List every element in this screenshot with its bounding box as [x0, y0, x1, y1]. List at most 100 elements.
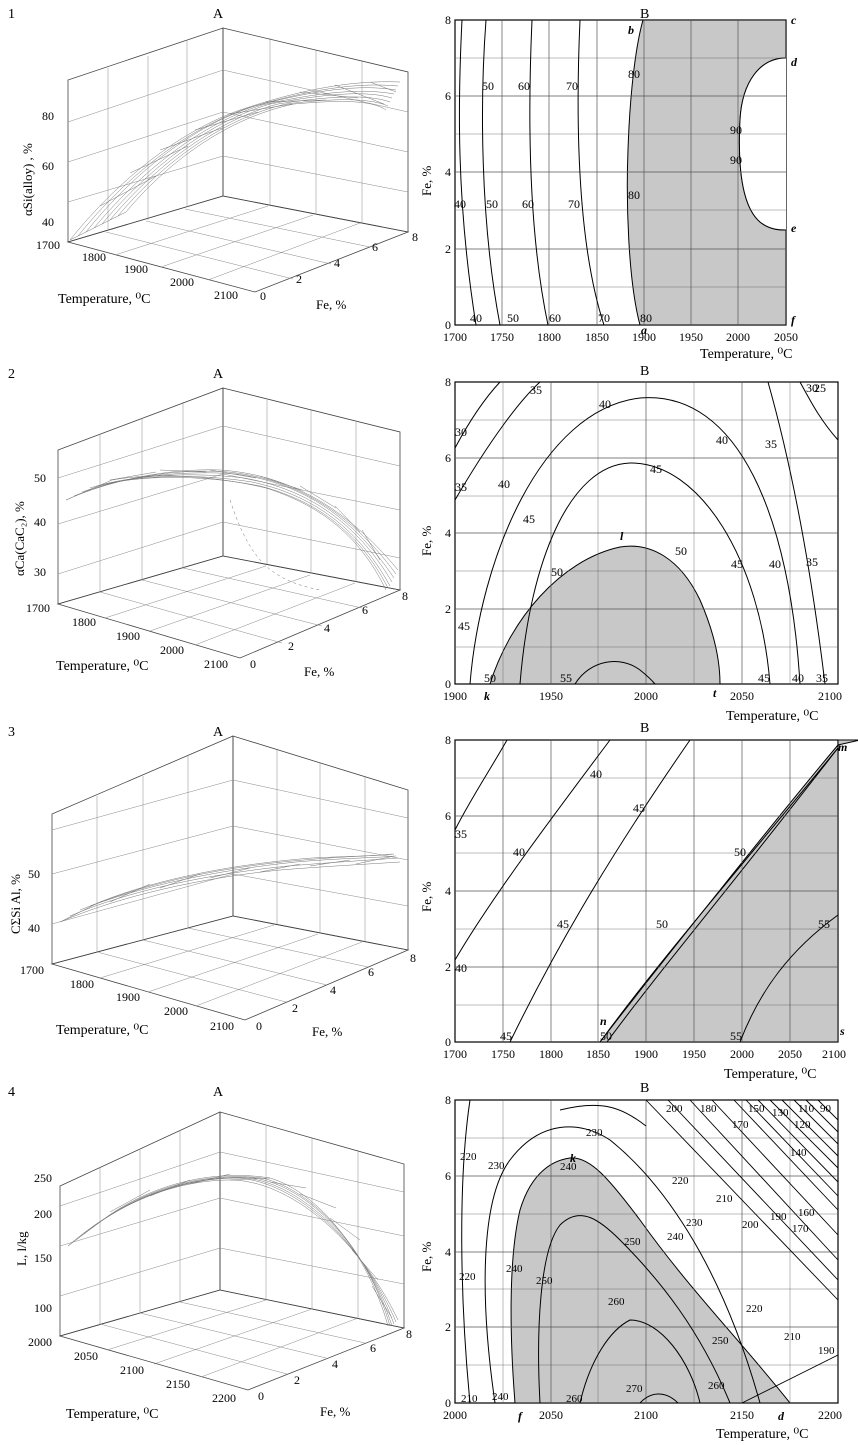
z-tick: 30 [34, 565, 46, 579]
y-tick: 4 [445, 165, 451, 179]
x-tick: 2100 [210, 1019, 234, 1033]
x-tick: 1800 [70, 977, 94, 991]
y-tick: 2 [445, 602, 451, 616]
x-tick: 1900 [632, 330, 656, 344]
contour-label: 90 [820, 1103, 832, 1115]
x-tick: 2100 [634, 1408, 658, 1422]
contour-label: 110 [798, 1103, 815, 1115]
contour-label: 35 [455, 480, 467, 494]
x-axis-label-2a: Temperature, ⁰C [56, 659, 148, 674]
contour-label: 210 [461, 1393, 478, 1405]
z-tick: 150 [34, 1251, 52, 1265]
x-tick: 2150 [730, 1408, 754, 1422]
surface-mesh-2a [65, 469, 399, 591]
x-tick: 2050 [730, 689, 754, 703]
x-tick: 2000 [28, 1335, 52, 1349]
z-tick: 40 [34, 515, 46, 529]
contour-label: 60 [518, 79, 530, 93]
contour-label: 90 [730, 123, 742, 137]
point-label: m [838, 740, 847, 754]
x-tick: 2000 [443, 1408, 467, 1422]
contour-label: 40 [599, 397, 611, 411]
y-tick: 8 [406, 1327, 412, 1341]
z-ticks-1a: 40 60 80 [42, 109, 54, 229]
z-tick: 40 [42, 215, 54, 229]
contour-label: 130 [772, 1107, 789, 1119]
x-axis-label-4b: Temperature, ⁰C [716, 1427, 808, 1442]
x-tick: 1800 [539, 1047, 563, 1061]
contour-label: 250 [624, 1236, 641, 1248]
y-ticks-1b: 0 2 4 6 8 [445, 13, 451, 332]
contour-label: 40 [792, 671, 804, 685]
contour-label: 40 [590, 767, 602, 781]
panel-title-3b: B [640, 721, 649, 736]
contour-labels-1b: 50 60 70 80 40 50 60 70 80 90 90 40 50 6… [454, 67, 742, 325]
z-tick: 50 [34, 471, 46, 485]
x-tick: 2050 [774, 330, 798, 344]
contour-label: 50 [656, 917, 668, 931]
x-tick: 2000 [164, 1004, 188, 1018]
row-3: 3 A B [8, 721, 858, 1082]
x-tick: 1900 [116, 629, 140, 643]
y-axis-label-1b: Fe, % [419, 166, 434, 197]
point-label: c [791, 13, 797, 27]
x-axis-label-3b: Temperature, ⁰C [724, 1067, 816, 1082]
row-1: 1 A B [8, 7, 798, 362]
y-tick: 4 [324, 621, 330, 635]
contour-label: 70 [568, 197, 580, 211]
contour-label: 60 [522, 197, 534, 211]
grid-1b [455, 20, 786, 325]
y-tick: 2 [445, 242, 451, 256]
x-tick: 2050 [778, 1047, 802, 1061]
contour-label: 25 [814, 381, 826, 395]
contour-label: 45 [758, 671, 770, 685]
x-ticks-1a: 1700 1800 1900 2000 2100 [36, 238, 238, 302]
y-tick: 6 [368, 965, 374, 979]
point-label: e [791, 221, 797, 235]
z-axis-label-2a: αCa(CaC₂), % [12, 501, 27, 576]
contour-label: 45 [523, 512, 535, 526]
contour-label: 220 [460, 1151, 477, 1163]
contour-label: 250 [712, 1335, 729, 1347]
surface-plot-3a: 40 50 1700 1800 1900 2000 2100 0 2 4 6 8… [8, 735, 416, 1039]
x-tick: 2100 [818, 689, 842, 703]
contour-label: 240 [560, 1161, 577, 1173]
contour-label: 35 [806, 555, 818, 569]
y-axis-label-3b: Fe, % [419, 882, 434, 913]
x-tick: 1700 [443, 1047, 467, 1061]
x-axis-label-1a: Temperature, ⁰C [58, 292, 150, 307]
contour-label: 55 [730, 1029, 742, 1043]
x-tick: 2100 [214, 288, 238, 302]
x-tick: 1700 [20, 963, 44, 977]
contour-label: 260 [608, 1296, 625, 1308]
contour-label: 50 [484, 671, 496, 685]
contour-label: 70 [598, 311, 610, 325]
contour-label: 180 [700, 1103, 717, 1115]
shaded-region-2b [489, 545, 721, 685]
contour-plot-2b: 35 30 35 40 45 40 45 40 35 30 25 50 50 4… [419, 375, 842, 724]
y-tick: 2 [294, 1373, 300, 1387]
panel-title-4b: B [640, 1081, 649, 1096]
y-tick: 6 [372, 240, 378, 254]
row-number-1: 1 [8, 7, 15, 22]
y-tick: 8 [410, 951, 416, 965]
contour-label: 260 [708, 1380, 725, 1392]
contour-label: 55 [560, 671, 572, 685]
x-axis-label-4a: Temperature, ⁰C [66, 1407, 158, 1422]
x-tick: 1700 [26, 601, 50, 615]
y-tick: 8 [412, 230, 418, 244]
y-tick: 2 [292, 1001, 298, 1015]
y-tick: 2 [445, 960, 451, 974]
contour-label: 35 [816, 671, 828, 685]
surface-plot-4a: 100 150 200 250 2000 2050 2100 2150 2200… [14, 1111, 412, 1422]
contour-label: 260 [566, 1393, 583, 1405]
panel-title-3a: A [213, 725, 224, 740]
contour-label: 45 [633, 801, 645, 815]
x-tick: 2200 [818, 1408, 842, 1422]
x-tick: 1750 [491, 1047, 515, 1061]
contour-label: 40 [513, 845, 525, 859]
y-tick: 4 [332, 1357, 338, 1371]
x-tick: 1950 [682, 1047, 706, 1061]
contour-label: 50 [600, 1029, 612, 1043]
contour-plot-1b: 50 60 70 80 40 50 60 70 80 90 90 40 50 6… [419, 13, 798, 362]
